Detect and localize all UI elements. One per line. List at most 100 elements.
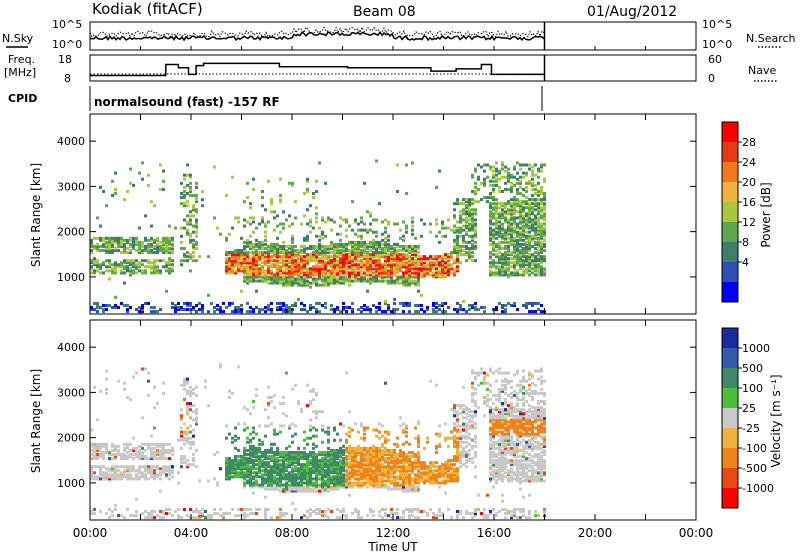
heatmap-cell — [459, 304, 462, 307]
heatmap-cell — [435, 302, 438, 305]
heatmap-cell — [312, 192, 315, 195]
heatmap-cell — [405, 192, 408, 195]
heatmap-cell — [525, 255, 528, 258]
heatmap-cell — [189, 218, 192, 221]
heatmap-cell — [282, 488, 285, 491]
heatmap-cell — [438, 261, 441, 264]
heatmap-cell — [279, 490, 282, 493]
heatmap-cell — [435, 255, 438, 258]
heatmap-cell — [225, 457, 228, 460]
heatmap-cell — [351, 429, 354, 432]
heatmap-cell — [486, 200, 489, 203]
heatmap-cell — [129, 449, 132, 452]
heatmap-cell — [330, 218, 333, 221]
heatmap-cell — [510, 271, 513, 274]
heatmap-cell — [96, 418, 99, 421]
heatmap-cell — [270, 465, 273, 468]
heatmap-cell — [522, 243, 525, 246]
heatmap-cell — [492, 170, 495, 173]
heatmap-cell — [279, 451, 282, 454]
heatmap-cell — [231, 459, 234, 462]
heatmap-cell — [183, 186, 186, 189]
heatmap-cell — [270, 243, 273, 246]
heatmap-cell — [243, 429, 246, 432]
heatmap-cell — [120, 465, 123, 468]
heatmap-cell — [489, 269, 492, 272]
heatmap-cell — [162, 392, 165, 395]
heatmap-cell — [432, 302, 435, 305]
heatmap-cell — [255, 479, 258, 482]
heatmap-cell — [468, 235, 471, 238]
heatmap-cell — [105, 308, 108, 311]
heatmap-cell — [102, 243, 105, 246]
heatmap-cell — [102, 190, 105, 193]
heatmap-cell — [315, 416, 318, 419]
heatmap-cell — [495, 202, 498, 205]
heatmap-cell — [315, 212, 318, 215]
heatmap-cell — [396, 308, 399, 311]
heatmap-cell — [294, 433, 297, 436]
heatmap-cell — [471, 174, 474, 177]
heatmap-cell — [207, 404, 210, 407]
heatmap-cell — [234, 439, 237, 442]
heatmap-cell — [408, 473, 411, 476]
heatmap-cell — [207, 310, 210, 313]
heatmap-cell — [402, 235, 405, 238]
heatmap-cell — [369, 229, 372, 232]
heatmap-cell — [135, 473, 138, 476]
heatmap-cell — [123, 453, 126, 456]
heatmap-cell — [528, 273, 531, 276]
heatmap-cell — [171, 475, 174, 478]
heatmap-cell — [510, 182, 513, 185]
heatmap-cell — [270, 455, 273, 458]
heatmap-cell — [246, 449, 249, 452]
heatmap-cell — [195, 508, 198, 511]
heatmap-cell — [282, 275, 285, 278]
heatmap-cell — [207, 255, 210, 258]
heatmap-cell — [375, 231, 378, 234]
heatmap-cell — [402, 245, 405, 248]
heatmap-cell — [324, 306, 327, 309]
heatmap-cell — [357, 461, 360, 464]
heatmap-cell — [174, 510, 177, 513]
heatmap-cell — [183, 227, 186, 230]
heatmap-cell — [300, 463, 303, 466]
heatmap-cell — [327, 273, 330, 276]
heatmap-cell — [288, 182, 291, 185]
heatmap-cell — [183, 422, 186, 425]
heatmap-cell — [459, 227, 462, 230]
heatmap-cell — [414, 245, 417, 248]
heatmap-cell — [168, 465, 171, 468]
heatmap-cell — [252, 512, 255, 515]
heatmap-cell — [423, 255, 426, 258]
heatmap-cell — [393, 247, 396, 250]
heatmap-cell — [492, 196, 495, 199]
heatmap-cell — [519, 168, 522, 171]
heatmap-cell — [105, 269, 108, 272]
heatmap-cell — [234, 306, 237, 309]
heatmap-cell — [252, 481, 255, 484]
heatmap-cell — [132, 447, 135, 450]
heatmap-cell — [171, 447, 174, 450]
heatmap-cell — [279, 261, 282, 264]
heatmap-cell — [156, 402, 159, 405]
heatmap-cell — [258, 251, 261, 254]
heatmap-cell — [513, 176, 516, 179]
heatmap-cell — [186, 184, 189, 187]
heatmap-cell — [348, 461, 351, 464]
heatmap-cell — [303, 255, 306, 258]
heatmap-cell — [399, 245, 402, 248]
heatmap-cell — [363, 241, 366, 244]
heatmap-cell — [180, 235, 183, 238]
heatmap-cell — [204, 386, 207, 389]
heatmap-cell — [402, 302, 405, 305]
heatmap-cell — [348, 225, 351, 228]
heatmap-cell — [249, 512, 252, 515]
heatmap-cell — [267, 461, 270, 464]
heatmap-cell — [381, 263, 384, 266]
heatmap-cell — [234, 427, 237, 430]
heatmap-cell — [183, 388, 186, 391]
colorbar-tick-label: 20 — [742, 176, 756, 189]
heatmap-cell — [411, 161, 414, 164]
heatmap-cell — [516, 223, 519, 226]
